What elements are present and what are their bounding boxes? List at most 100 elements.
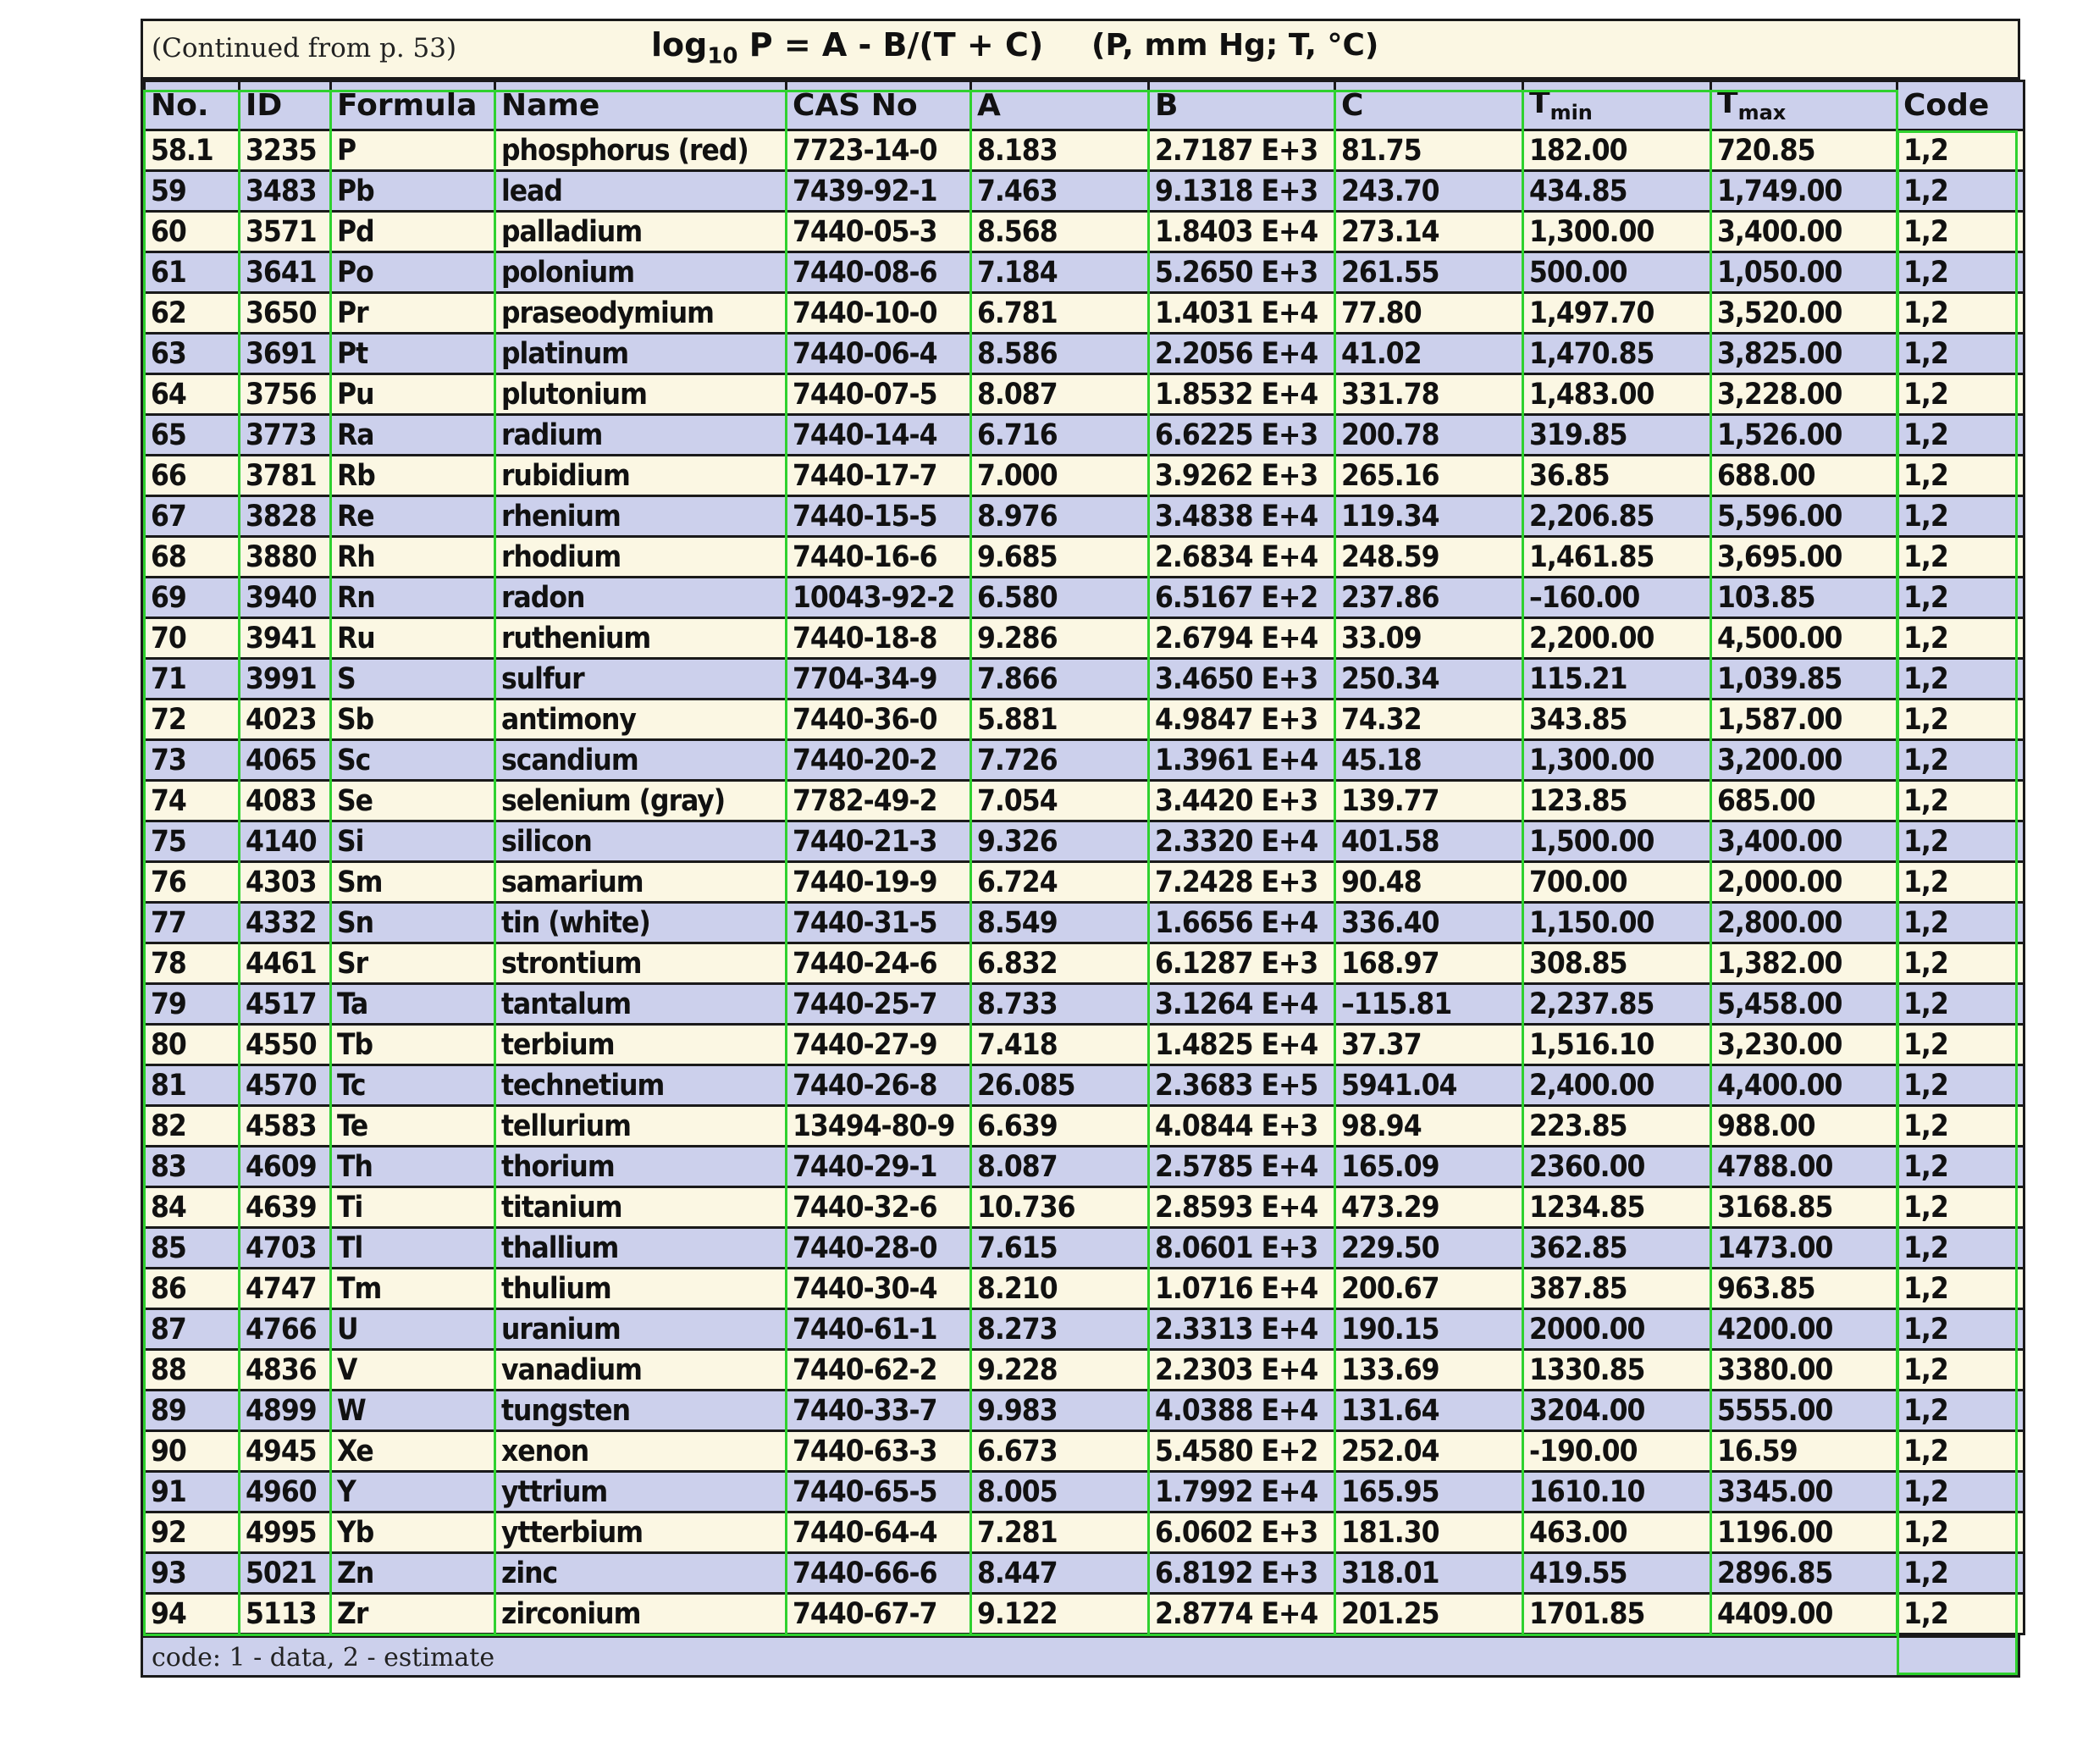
cell-no: 69	[143, 576, 240, 619]
cell-c: 119.34	[1334, 495, 1524, 538]
cell-a: 10.736	[969, 1186, 1150, 1229]
cell-tmax: 4788.00	[1710, 1145, 1898, 1188]
table-row: 65 3773 Ra radium 7440-14-4 6.716 6.6225 E+3 20…	[143, 413, 2025, 456]
cell-c: –115.81	[1334, 982, 1524, 1026]
cell-name: terbium	[494, 1023, 787, 1066]
cell-no: 85	[143, 1226, 240, 1269]
cell-no: 87	[143, 1308, 240, 1351]
cell-tmax: 3,520.00	[1710, 291, 1898, 335]
cell-a: 26.085	[969, 1064, 1150, 1107]
cell-tmin: 2,400.00	[1522, 1064, 1712, 1107]
cell-id: 3650	[238, 291, 332, 335]
cell-tmin: 700.00	[1522, 860, 1712, 904]
cell-no: 81	[143, 1064, 240, 1107]
cell-id: 3941	[238, 617, 332, 660]
cell-id: 4583	[238, 1104, 332, 1147]
cell-a: 9.326	[969, 820, 1150, 863]
cell-name: thorium	[494, 1145, 787, 1188]
table-row: 59 3483 Pb lead 7439-92-1 7.463 9.1318 E+3 243.…	[143, 169, 2025, 213]
cell-id: 4945	[238, 1429, 332, 1473]
cell-tmin: 419.55	[1522, 1551, 1712, 1595]
cell-cas: 7440-67-7	[785, 1592, 972, 1635]
table-row: 75 4140 Si silicon 7440-21-3 9.326 2.3320 E+4 4…	[143, 820, 2025, 863]
cell-a: 6.781	[969, 291, 1150, 335]
cell-tmax: 3168.85	[1710, 1186, 1898, 1229]
cell-c: 81.75	[1334, 129, 1524, 172]
cell-c: 261.55	[1334, 251, 1524, 294]
cell-b: 6.1287 E+3	[1147, 942, 1336, 985]
cell-c: 473.29	[1334, 1186, 1524, 1229]
cell-cas: 7704-34-9	[785, 657, 972, 700]
cell-b: 2.7187 E+3	[1147, 129, 1336, 172]
cell-tmax: 3,825.00	[1710, 332, 1898, 375]
cell-cas: 7440-63-3	[785, 1429, 972, 1473]
continued-note: (Continued from p. 53)	[152, 33, 457, 64]
col-header-a: A	[969, 80, 1150, 131]
cell-name: selenium (gray)	[494, 779, 787, 822]
table-row: 82 4583 Te tellurium 13494-80-9 6.639 4.0844 E…	[143, 1104, 2025, 1147]
cell-id: 4065	[238, 738, 332, 782]
cell-no: 62	[143, 291, 240, 335]
cell-tmin: 1,497.70	[1522, 291, 1712, 335]
cell-formula: Ti	[329, 1186, 496, 1229]
table-row: 83 4609 Th thorium 7440-29-1 8.087 2.5785 E+4 1…	[143, 1145, 2025, 1188]
cell-formula: P	[329, 129, 496, 172]
cell-b: 1.4031 E+4	[1147, 291, 1336, 335]
cell-name: polonium	[494, 251, 787, 294]
cell-tmin: 1,300.00	[1522, 210, 1712, 253]
cell-cas: 7440-26-8	[785, 1064, 972, 1107]
cell-name: ytterbium	[494, 1511, 787, 1554]
cell-no: 78	[143, 942, 240, 985]
cell-a: 7.054	[969, 779, 1150, 822]
cell-a: 5.881	[969, 698, 1150, 741]
cell-code: 1,2	[1896, 1145, 2025, 1188]
table-row: 64 3756 Pu plutonium 7440-07-5 8.087 1.8532 E+…	[143, 373, 2025, 416]
cell-formula: Xe	[329, 1429, 496, 1473]
cell-code: 1,2	[1896, 210, 2025, 253]
cell-formula: Pt	[329, 332, 496, 375]
table-row: 92 4995 Yb ytterbium 7440-64-4 7.281 6.0602 E+…	[143, 1511, 2025, 1554]
cell-cas: 7440-25-7	[785, 982, 972, 1026]
cell-no: 67	[143, 495, 240, 538]
vapor-pressure-table: No. ID Formula Name CAS No A B C Tmin Tm…	[143, 80, 2025, 1635]
cell-formula: Sc	[329, 738, 496, 782]
cell-cas: 7440-32-6	[785, 1186, 972, 1229]
cell-tmin: -190.00	[1522, 1429, 1712, 1473]
cell-no: 76	[143, 860, 240, 904]
cell-b: 6.8192 E+3	[1147, 1551, 1336, 1595]
cell-tmin: 387.85	[1522, 1267, 1712, 1310]
cell-tmin: 1701.85	[1522, 1592, 1712, 1635]
cell-tmin: 319.85	[1522, 413, 1712, 456]
cell-a: 8.273	[969, 1308, 1150, 1351]
cell-formula: Sb	[329, 698, 496, 741]
cell-id: 3691	[238, 332, 332, 375]
cell-name: tantalum	[494, 982, 787, 1026]
cell-formula: Ru	[329, 617, 496, 660]
cell-cas: 7440-33-7	[785, 1389, 972, 1432]
cell-b: 3.4838 E+4	[1147, 495, 1336, 538]
cell-id: 4461	[238, 942, 332, 985]
cell-name: radium	[494, 413, 787, 456]
cell-a: 8.586	[969, 332, 1150, 375]
cell-c: 200.78	[1334, 413, 1524, 456]
cell-a: 7.184	[969, 251, 1150, 294]
cell-a: 9.122	[969, 1592, 1150, 1635]
cell-c: 77.80	[1334, 291, 1524, 335]
cell-a: 8.568	[969, 210, 1150, 253]
cell-c: 248.59	[1334, 535, 1524, 578]
cell-b: 4.0844 E+3	[1147, 1104, 1336, 1147]
cell-id: 3756	[238, 373, 332, 416]
cell-c: 45.18	[1334, 738, 1524, 782]
cell-name: plutonium	[494, 373, 787, 416]
cell-b: 5.4580 E+2	[1147, 1429, 1336, 1473]
cell-code: 1,2	[1896, 860, 2025, 904]
table-row: 69 3940 Rn radon 10043-92-2 6.580 6.5167 E+2 23…	[143, 576, 2025, 619]
cell-tmax: 5,458.00	[1710, 982, 1898, 1026]
cell-no: 58.1	[143, 129, 240, 172]
cell-tmax: 2,000.00	[1710, 860, 1898, 904]
cell-name: samarium	[494, 860, 787, 904]
cell-tmin: –160.00	[1522, 576, 1712, 619]
cell-tmin: 123.85	[1522, 779, 1712, 822]
